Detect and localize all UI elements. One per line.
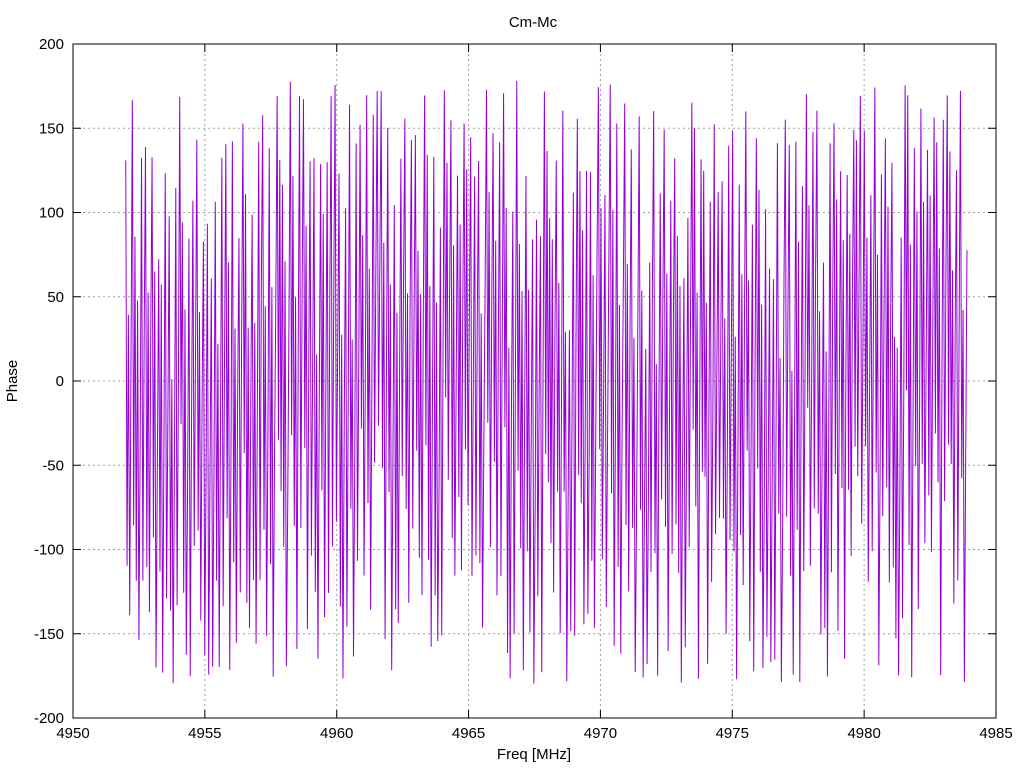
x-tick-label: 4985	[979, 725, 1012, 742]
y-tick-label: 100	[39, 205, 64, 222]
x-axis-ticks: 4950 4955 4960 4965 4970 4975 4980 4985	[56, 44, 1013, 742]
y-tick-label: -100	[34, 542, 64, 559]
y-tick-label: 50	[47, 289, 64, 306]
series-phase	[125, 80, 968, 684]
y-tick-label: -200	[34, 710, 64, 727]
x-axis-label: Freq [MHz]	[497, 746, 571, 763]
x-tick-label: 4965	[452, 725, 485, 742]
y-tick-label: 150	[39, 120, 64, 137]
y-tick-label: -50	[42, 457, 64, 474]
x-tick-label: 4970	[584, 725, 617, 742]
y-axis-label: Phase	[4, 360, 21, 403]
y-tick-label: 0	[56, 373, 64, 390]
y-tick-label: 200	[39, 36, 64, 53]
x-tick-label: 4975	[716, 725, 749, 742]
chart-title: Cm-Mc	[509, 14, 558, 31]
x-tick-label: 4955	[188, 725, 221, 742]
y-axis-ticks: -200 -150 -100 -50 0 50 100 150 200	[34, 36, 996, 727]
y-tick-label: -150	[34, 626, 64, 643]
phase-series-line	[125, 80, 968, 684]
x-tick-label: 4960	[320, 725, 353, 742]
x-tick-label: 4980	[847, 725, 880, 742]
x-tick-label: 4950	[56, 725, 89, 742]
